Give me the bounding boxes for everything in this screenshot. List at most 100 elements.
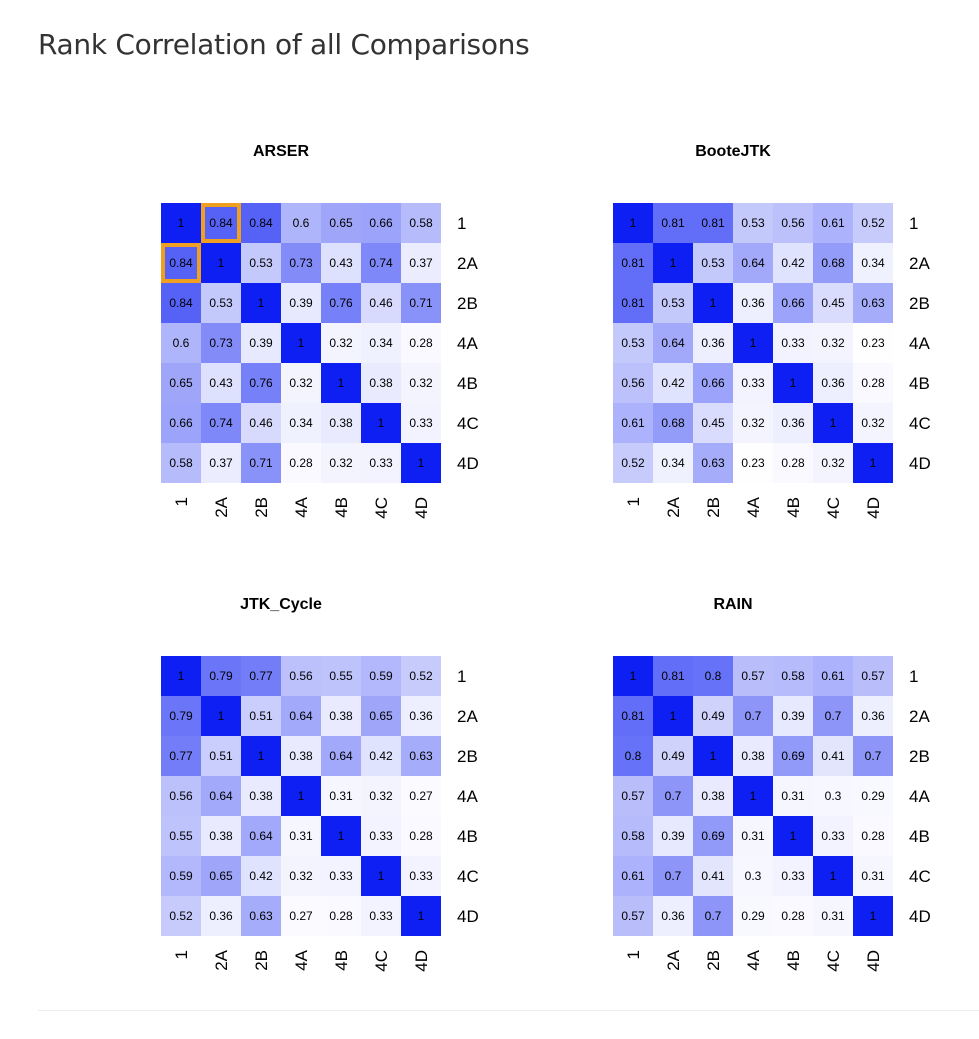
cell-value-label: 0.28 [781,456,805,470]
cell-value-label: 1 [790,829,797,843]
heatmap-cell [813,283,853,323]
cell-value-label: 0.23 [741,456,765,470]
heatmap-cell [813,696,853,736]
column-label: 2B [252,950,271,971]
heatmap-cell [241,403,281,443]
cell-value-label: 0.84 [249,216,273,230]
cell-value-label: 0.28 [289,456,313,470]
cell-value-label: 0.52 [409,669,433,683]
cell-value-label: 0.29 [861,789,885,803]
row-label: 4A [909,334,930,353]
heatmap-cell [733,403,773,443]
cell-value-label: 0.79 [169,709,193,723]
heatmap-cell [161,776,201,816]
cell-value-label: 0.63 [409,749,433,763]
heatmap-cell [773,203,813,243]
heatmap-cell [773,363,813,403]
heatmap-cell [693,323,733,363]
heatmap-cell [161,856,201,896]
column-label: 4B [332,497,351,518]
heatmap-cell [853,896,893,936]
row-label: 2A [909,707,930,726]
cell-value-label: 1 [258,296,265,310]
cell-value-label: 0.36 [209,909,233,923]
heatmap-cell [733,656,773,696]
heatmap-cell [773,816,813,856]
cell-value-label: 0.69 [701,829,725,843]
cell-value-label: 0.33 [369,829,393,843]
heatmap-cell [813,243,853,283]
heatmap-cell [321,696,361,736]
cell-value-label: 0.36 [741,296,765,310]
heatmap-cell [653,243,693,283]
heatmap-cell [161,323,201,363]
heatmap-cell [161,896,201,936]
heatmap-cell [653,656,693,696]
heatmap-cell [201,323,241,363]
page-title: Rank Correlation of all Comparisons [38,28,530,61]
heatmap-cell [161,363,201,403]
heatmap-cell [773,896,813,936]
cell-value-label: 0.77 [169,749,193,763]
heatmap-cells: 1 0.81 0.8 0.57 0.58 0.61 0.570.81 1 0.49 0.7 0.39… [613,656,893,936]
cell-value-label: 0.81 [661,216,685,230]
heatmap-cell [201,816,241,856]
cell-value-label: 0.32 [329,456,353,470]
heatmap-cell [361,656,401,696]
cell-value-label: 0.41 [821,749,845,763]
heatmap-cell [853,283,893,323]
heatmap-cell [321,896,361,936]
heatmap-cell [613,776,653,816]
heatmap-cell [653,696,693,736]
row-label: 2A [457,254,478,273]
cell-value-label: 0.27 [409,789,433,803]
cell-value-label: 0.33 [369,456,393,470]
heatmap-title: RAIN [713,596,753,613]
heatmap-cell [613,203,653,243]
heatmap-cell [241,243,281,283]
cell-value-label: 0.64 [329,749,353,763]
heatmap-cell [401,696,441,736]
heatmap-cell [281,243,321,283]
heatmap-cell [853,243,893,283]
cell-value-label: 0.58 [621,829,645,843]
cell-value-label: 0.28 [329,909,353,923]
cell-value-label: 1 [338,829,345,843]
heatmap-cell [613,816,653,856]
highlight-box [201,203,241,243]
cell-value-label: 0.71 [249,456,273,470]
cell-value-label: 0.74 [209,416,233,430]
row-label: 2B [909,747,930,766]
cell-value-label: 0.77 [249,669,273,683]
heatmap-cell [161,203,201,243]
cell-value-label: 0.81 [621,709,645,723]
heatmap-cell [773,323,813,363]
cell-value-label: 0.56 [781,216,805,230]
heatmap-cell [241,656,281,696]
cell-value-label: 0.66 [781,296,805,310]
heatmap-cell [693,203,733,243]
cell-value-label: 0.42 [661,376,685,390]
column-label: 4A [744,949,763,970]
heatmap-panel-bootejtk: BooteJTK 1 0.81 0.81 0.53 0.56 0.61 0.52 0.81 1 0… [613,143,953,563]
cell-value-label: 0.33 [741,376,765,390]
cell-value-label: 0.7 [665,869,682,883]
cell-value-label: 0.32 [821,336,845,350]
cell-value-label: 0.53 [249,256,273,270]
cell-value-label: 0.76 [249,376,273,390]
cell-value-label: 0.55 [329,669,353,683]
cell-value-label: 0.65 [329,216,353,230]
cell-value-label: 0.65 [169,376,193,390]
cell-value-label: 0.38 [329,416,353,430]
column-label: 4C [372,950,391,972]
heatmap-cell [281,856,321,896]
heatmap-cell [361,896,401,936]
heatmap-cell [773,696,813,736]
cell-value-label: 0.39 [781,709,805,723]
cell-value-label: 0.34 [661,456,685,470]
cell-value-label: 0.34 [861,256,885,270]
heatmap-cell [401,403,441,443]
cell-value-label: 0.58 [409,216,433,230]
heatmap-cell [853,856,893,896]
row-label: 2B [457,747,478,766]
